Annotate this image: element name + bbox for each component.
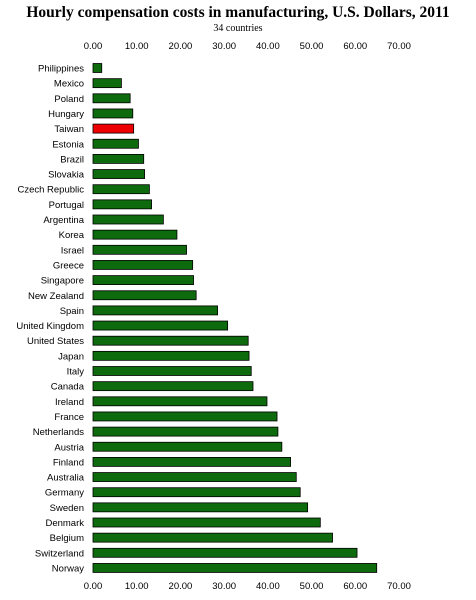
bar-israel xyxy=(92,244,187,255)
bar-japan xyxy=(92,350,250,361)
bar-estonia xyxy=(92,138,139,149)
category-label: Switzerland xyxy=(35,548,84,559)
category-label: United States xyxy=(27,336,84,347)
bottom-tick-label: 20.00 xyxy=(169,581,193,592)
category-label: Netherlands xyxy=(33,427,84,438)
category-label: United Kingdom xyxy=(16,321,84,332)
top-tick-label: 20.00 xyxy=(169,41,193,52)
bar-united-states xyxy=(92,335,249,346)
bar-slovakia xyxy=(92,169,145,179)
top-tick-label: 30.00 xyxy=(212,41,236,52)
bar-italy xyxy=(92,366,252,376)
bottom-tick-label: 40.00 xyxy=(256,581,280,592)
bar-netherlands xyxy=(92,426,279,437)
bar-greece xyxy=(92,260,194,270)
category-label: Taiwan xyxy=(54,124,84,135)
bottom-tick-label: 60.00 xyxy=(343,581,367,592)
category-labels: Philippines Mexico Poland Hungary Taiwan Esto… xyxy=(16,64,84,575)
category-label: Germany xyxy=(45,488,84,499)
bar-philippines xyxy=(92,63,103,73)
bar-france xyxy=(92,411,278,422)
category-label: Israel xyxy=(61,245,84,256)
category-label: Philippines xyxy=(38,64,84,75)
bar-singapore xyxy=(92,275,194,286)
top-tick-label: 70.00 xyxy=(387,41,411,52)
category-label: Estonia xyxy=(52,139,84,150)
category-label: Greece xyxy=(53,260,84,271)
bar-new-zealand xyxy=(92,290,197,301)
bottom-axis: 0.00 10.00 20.00 30.00 40.00 50.00 60.00 70.00 xyxy=(84,581,411,592)
category-label: Hungary xyxy=(48,109,84,120)
top-tick-label: 0.00 xyxy=(84,41,103,52)
category-label: Singapore xyxy=(41,276,84,287)
chart-subtitle: 34 countries xyxy=(213,23,262,34)
bar-poland xyxy=(92,93,131,104)
bar-canada xyxy=(92,381,254,392)
category-label: Mexico xyxy=(54,79,84,90)
category-label: Korea xyxy=(59,230,85,241)
category-label: Finland xyxy=(53,457,84,468)
bottom-tick-label: 0.00 xyxy=(84,581,103,592)
bar-portugal xyxy=(92,199,152,210)
bottom-tick-label: 10.00 xyxy=(125,581,149,592)
bar-austria xyxy=(92,441,283,452)
chart-title: Hourly compensation costs in manufacturi… xyxy=(26,4,449,21)
category-label: Argentina xyxy=(43,215,84,226)
bar-mexico xyxy=(92,78,122,89)
category-label: New Zealand xyxy=(28,291,84,302)
bar-germany xyxy=(92,487,301,498)
bars xyxy=(92,63,378,573)
top-axis: 0.00 10.00 20.00 30.00 40.00 50.00 60.00 70.00 xyxy=(84,41,411,52)
bar-sweden xyxy=(92,502,309,513)
bar-denmark xyxy=(92,517,321,528)
bottom-tick-label: 50.00 xyxy=(300,581,324,592)
bar-ireland xyxy=(92,396,268,407)
category-label: Norway xyxy=(52,563,84,574)
top-tick-label: 60.00 xyxy=(343,41,367,52)
bar-taiwan xyxy=(92,123,135,134)
bottom-tick-label: 30.00 xyxy=(212,581,236,592)
bar-argentina xyxy=(92,214,164,225)
bar-korea xyxy=(92,229,178,240)
bar-brazil xyxy=(92,153,145,164)
category-label: Denmark xyxy=(45,518,84,529)
category-label: Slovakia xyxy=(48,170,85,181)
bar-hungary xyxy=(92,108,134,119)
category-label: Austria xyxy=(54,442,84,453)
bar-united-kingdom xyxy=(92,320,229,331)
category-label: Australia xyxy=(47,473,85,484)
category-label: Portugal xyxy=(49,200,84,211)
category-label: Sweden xyxy=(50,503,84,514)
bar-norway xyxy=(92,563,378,573)
category-label: Canada xyxy=(51,382,85,393)
top-tick-label: 40.00 xyxy=(256,41,280,52)
category-label: Czech Republic xyxy=(17,185,84,196)
category-label: Poland xyxy=(54,94,84,105)
top-tick-label: 50.00 xyxy=(300,41,324,52)
category-label: Japan xyxy=(58,351,84,362)
category-label: Belgium xyxy=(50,533,84,544)
bar-spain xyxy=(92,305,218,316)
bar-finland xyxy=(92,456,291,467)
bar-czech-republic xyxy=(92,184,150,195)
category-label: Brazil xyxy=(60,154,84,165)
top-tick-label: 10.00 xyxy=(125,41,149,52)
category-label: Italy xyxy=(67,367,85,378)
bar-australia xyxy=(92,472,297,482)
category-label: France xyxy=(54,412,84,423)
bottom-tick-label: 70.00 xyxy=(387,581,411,592)
bar-belgium xyxy=(92,532,333,543)
category-label: Spain xyxy=(60,306,84,317)
category-label: Ireland xyxy=(55,397,84,408)
bar-switzerland xyxy=(92,547,358,558)
